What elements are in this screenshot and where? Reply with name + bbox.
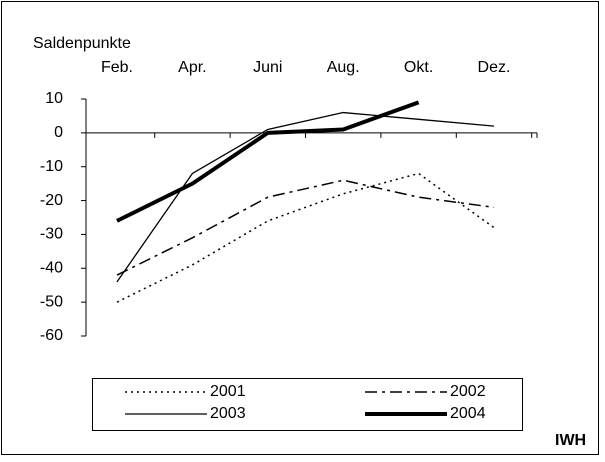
series-line (116, 179, 495, 276)
y-axis-title: Saldenpunkte (33, 35, 131, 52)
series-line (116, 172, 495, 303)
y-tick-label: -30 (40, 226, 63, 243)
x-tick-label: Juni (253, 59, 282, 76)
legend-label: 2003 (210, 405, 246, 422)
y-tick-label: -10 (40, 158, 63, 175)
y-tick-label: 0 (54, 124, 63, 141)
y-tick-label: 10 (45, 90, 63, 107)
x-tick-label: Feb. (101, 59, 133, 76)
x-tick-label: Aug. (327, 59, 360, 76)
y-tick-label: -50 (40, 293, 63, 310)
x-tick-label: Dez. (478, 59, 511, 76)
legend-label: 2004 (450, 405, 486, 422)
source-label: IWH (555, 432, 586, 449)
legend-label: 2001 (210, 383, 246, 400)
legend (92, 378, 523, 431)
y-tick-label: -60 (40, 327, 63, 344)
y-tick-label: -40 (40, 260, 63, 277)
x-tick-label: Apr. (178, 59, 206, 76)
y-tick-label: -20 (40, 192, 63, 209)
series-line (116, 100, 420, 223)
legend-label: 2002 (450, 383, 486, 400)
x-tick-label: Okt. (404, 59, 433, 76)
